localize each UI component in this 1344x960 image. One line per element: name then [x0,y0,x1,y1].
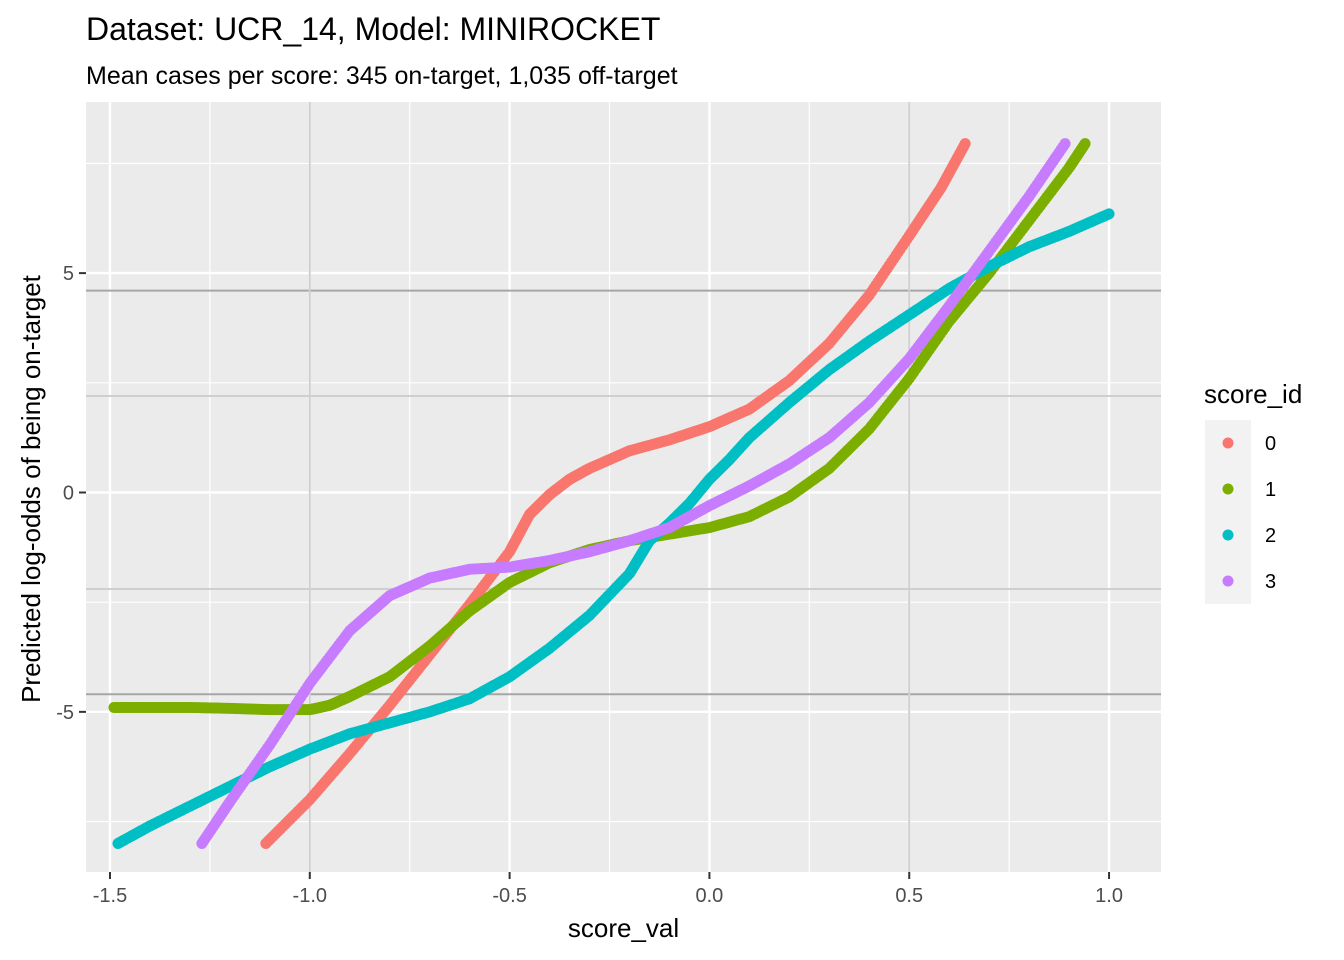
x-tick-label: 1.0 [1095,885,1123,907]
y-tick-label: 0 [63,482,74,504]
y-tick-label: 5 [63,263,74,285]
chart-title: Dataset: UCR_14, Model: MINIROCKET [86,11,660,47]
x-tick-label: 0.5 [895,885,923,907]
plot-panel [86,102,1161,872]
y-tick-label: -5 [56,702,74,724]
y-axis-label: Predicted log-odds of being on-target [16,274,46,703]
legend-label: 3 [1265,571,1276,593]
data-point [1080,138,1091,149]
legend-label: 1 [1265,479,1276,501]
x-tick-label: -1.0 [293,885,327,907]
x-tick-label: -1.5 [93,885,127,907]
data-point [960,138,971,149]
x-tick-label: 0.0 [696,885,724,907]
legend-swatch [1223,438,1234,449]
data-point [1060,138,1071,149]
data-point [1104,208,1115,219]
x-axis-label: score_val [568,913,679,943]
legend-swatch [1223,576,1234,587]
legend-label: 0 [1265,433,1276,455]
legend-title: score_id [1204,379,1302,409]
legend-swatch [1223,530,1234,541]
chart-subtitle: Mean cases per score: 345 on-target, 1,0… [86,62,678,90]
legend: score_id 0 1 2 3 [1204,379,1302,604]
legend-swatch [1223,484,1234,495]
legend-label: 2 [1265,525,1276,547]
x-tick-label: -0.5 [492,885,526,907]
